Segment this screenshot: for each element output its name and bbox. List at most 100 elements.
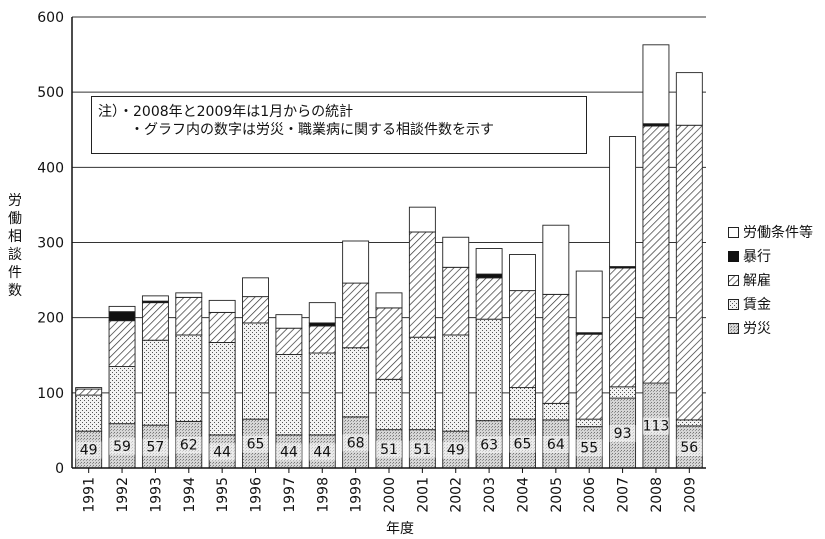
bars xyxy=(75,44,703,469)
data-label-bg xyxy=(242,435,269,453)
bar-segment-kaiko xyxy=(509,290,536,389)
data-label: 65 xyxy=(514,437,532,453)
legend-label: 労災 xyxy=(743,321,771,337)
x-tick-label: 1997 xyxy=(282,477,298,513)
bar-segment-kaiko xyxy=(475,277,503,320)
data-label: 51 xyxy=(413,442,431,458)
bar-segment-chingin xyxy=(609,386,637,399)
bar-segment-boukou xyxy=(475,273,503,279)
legend-item-roudoujouken: 労働条件等 xyxy=(728,220,813,244)
legend-label: 解雇 xyxy=(743,273,771,289)
data-label: 113 xyxy=(643,419,670,435)
data-label: 49 xyxy=(80,443,98,459)
bar-segment-chingin xyxy=(75,394,103,432)
bar-segment-roudoujouken xyxy=(609,136,637,268)
tick-labels: 0 100 200 300 400 500 600 1991 1992 1993 1994 1995 1… xyxy=(37,10,698,513)
bar-segment-roudoujouken xyxy=(375,292,403,309)
bar-segment-chingin xyxy=(108,366,136,425)
data-label-bg xyxy=(542,435,569,453)
bar-segment-kaiko xyxy=(642,125,670,384)
bar-segment-chingin xyxy=(242,322,269,420)
data-label-bg xyxy=(109,437,136,455)
x-tick-label: 1998 xyxy=(315,477,331,513)
bar-segment-roudoujouken xyxy=(141,295,169,302)
x-tick-label: 2003 xyxy=(482,477,498,513)
bar-segment-roudoujouken xyxy=(242,277,269,298)
note-line-2: ・グラフ内の数字は労災・職業病に関する相談件数を示す xyxy=(130,122,494,138)
data-label: 44 xyxy=(313,444,331,460)
bar-segment-kaiko xyxy=(675,124,703,421)
data-label: 56 xyxy=(680,440,698,456)
bar-segment-kaiko xyxy=(275,327,303,355)
data-label-bg xyxy=(609,425,636,443)
x-tick-label: 2004 xyxy=(515,477,531,513)
data-label-bg xyxy=(476,436,503,454)
data-label-bg xyxy=(75,441,102,459)
data-label-bg xyxy=(409,440,436,458)
bar-segment-roudoujouken xyxy=(475,248,503,275)
data-label: 68 xyxy=(347,435,365,451)
bar-segment-roudoujouken xyxy=(542,224,570,295)
data-label: 44 xyxy=(280,444,298,460)
data-label-bg xyxy=(142,438,169,456)
bar-segment-chingin xyxy=(542,402,570,421)
x-tick-label: 2000 xyxy=(382,477,398,513)
bar-segment-chingin xyxy=(408,336,436,431)
bar-segment-kaiko xyxy=(175,296,203,336)
x-tick-label: 1996 xyxy=(249,477,265,513)
data-label-bg xyxy=(309,443,336,461)
x-tick-label: 1993 xyxy=(148,477,164,513)
data-label-bg xyxy=(509,435,536,453)
note-box: 注）・2008年と2009年は1月からの統計 ・グラフ内の数字は労災・職業病に関… xyxy=(91,96,587,154)
legend-item-chingin: 賃金 xyxy=(728,292,813,316)
bar-segment-roudoujouken xyxy=(308,302,336,324)
bar-segment-roudoujouken xyxy=(442,236,470,268)
data-label-bg xyxy=(175,436,202,454)
note-line-1: 注）・2008年と2009年は1月からの統計 xyxy=(98,104,354,120)
x-tick-label: 2001 xyxy=(415,477,431,513)
bar-segment-kaiko xyxy=(242,296,269,324)
bar-segment-chingin xyxy=(175,334,203,422)
x-tick-label: 1999 xyxy=(349,477,365,513)
bar-segment-chingin xyxy=(308,352,336,436)
x-tick-label: 1991 xyxy=(82,477,98,513)
x-tick-label: 2007 xyxy=(616,477,632,513)
x-tick-label: 1992 xyxy=(115,477,131,513)
bar-segment-boukou xyxy=(308,322,336,327)
bar-segment-kaiko xyxy=(75,388,103,396)
x-tick-label: 1994 xyxy=(182,477,198,513)
bar-segment-kaiko xyxy=(375,307,403,380)
y-tick-label: 200 xyxy=(37,311,64,327)
legend-label: 労働条件等 xyxy=(743,225,813,241)
data-label: 55 xyxy=(580,440,598,456)
bar-segment-kaiko xyxy=(308,325,336,354)
legend-item-rousai: 労災 xyxy=(728,316,813,340)
data-label-bg xyxy=(376,440,402,458)
data-label: 44 xyxy=(213,444,231,460)
bar-segment-chingin xyxy=(675,419,703,427)
bar-segment-roudoujouken xyxy=(208,299,236,313)
x-tick-label: 2009 xyxy=(682,477,698,513)
bar-segment-chingin xyxy=(141,339,169,426)
data-label: 93 xyxy=(614,426,632,442)
bar-segment-roudoujouken xyxy=(275,314,303,329)
data-label: 62 xyxy=(180,438,198,454)
bar-segment-roudoujouken xyxy=(509,254,536,292)
bar-segment-chingin xyxy=(575,418,603,428)
y-tick-label: 0 xyxy=(55,461,64,477)
data-label: 57 xyxy=(147,440,165,456)
bar-segment-roudoujouken xyxy=(642,44,670,125)
bar-segment-kaiko xyxy=(575,333,603,420)
data-label-bg xyxy=(442,441,469,459)
bar-segment-kaiko xyxy=(208,311,236,343)
bar-segment-boukou xyxy=(108,311,136,322)
y-tick-label: 100 xyxy=(37,386,64,402)
bar-segment-chingin xyxy=(509,387,536,420)
bar-segment-chingin xyxy=(442,334,470,432)
data-label: 49 xyxy=(447,443,465,459)
data-label-bg xyxy=(576,439,603,457)
data-label: 59 xyxy=(113,439,131,455)
x-tick-label: 2002 xyxy=(449,477,465,513)
bar-segment-chingin xyxy=(208,342,236,436)
